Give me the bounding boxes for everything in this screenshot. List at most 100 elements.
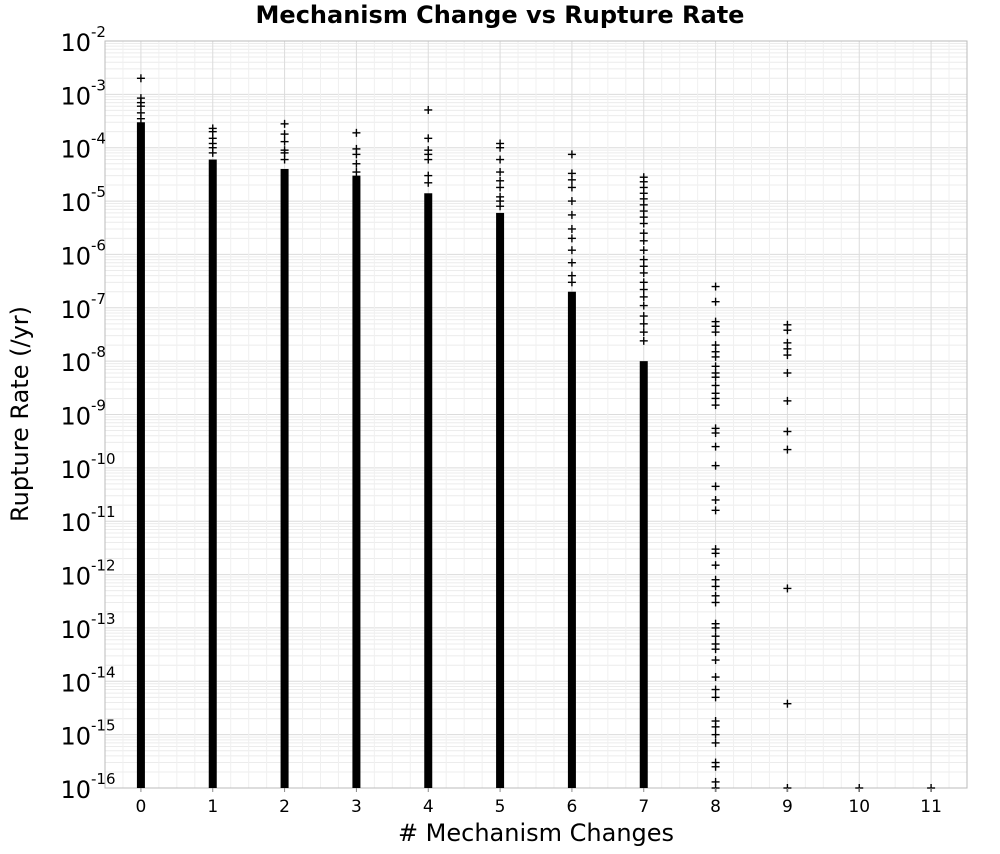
x-axis-label: # Mechanism Changes [398, 819, 674, 847]
data-point-marker [711, 762, 720, 771]
dense-data-column [136, 122, 145, 788]
data-point-marker [783, 584, 792, 593]
x-tick-label: 0 [136, 797, 147, 817]
data-point-marker [567, 246, 576, 255]
data-point-marker [711, 632, 720, 641]
data-point-marker [711, 722, 720, 731]
data-point-marker [280, 130, 289, 139]
x-tick-label: 1 [207, 797, 218, 817]
data-points [136, 74, 936, 792]
data-point-marker [496, 183, 505, 192]
data-point-marker [639, 246, 648, 255]
data-point-marker [711, 645, 720, 654]
data-point-marker [639, 336, 648, 345]
data-point-marker [783, 699, 792, 708]
y-tick-label: 10 [60, 82, 91, 110]
data-point-marker [136, 74, 145, 83]
data-point-marker [711, 297, 720, 306]
data-point-marker [783, 396, 792, 405]
data-point-marker [639, 319, 648, 328]
data-point-marker [567, 210, 576, 219]
data-point-marker [567, 258, 576, 267]
y-tick-exponent: -2 [91, 23, 106, 41]
data-point-marker [711, 685, 720, 694]
data-point-marker [711, 381, 720, 390]
data-point-marker [783, 326, 792, 335]
x-tick-label: 8 [710, 797, 721, 817]
data-point-marker [639, 312, 648, 321]
x-tick-label: 7 [638, 797, 649, 817]
x-tick-label: 3 [351, 797, 362, 817]
data-point-marker [352, 168, 361, 177]
data-point-marker [424, 105, 433, 114]
data-point-marker [639, 236, 648, 245]
x-tick-label: 6 [567, 797, 578, 817]
data-point-marker [639, 301, 648, 310]
y-tick-label: 10 [60, 242, 91, 270]
data-point-marker [424, 171, 433, 180]
y-tick-label: 10 [60, 136, 91, 164]
dense-data-column [424, 193, 433, 788]
plot-frame [104, 40, 968, 789]
y-tick-exponent: -9 [91, 397, 106, 415]
y-tick-label: 10 [60, 723, 91, 751]
data-point-marker [639, 268, 648, 277]
x-tick-label: 11 [920, 797, 942, 817]
x-tick-label: 5 [495, 797, 506, 817]
y-tick-label: 10 [60, 616, 91, 644]
dense-data-column [567, 291, 576, 788]
y-tick-exponent: -3 [91, 76, 106, 94]
y-tick-label: 10 [60, 509, 91, 537]
data-point-marker [711, 591, 720, 600]
y-tick-label: 10 [60, 189, 91, 217]
y-tick-label: 10 [60, 403, 91, 431]
y-tick-exponent: -5 [91, 183, 106, 201]
data-point-marker [496, 168, 505, 177]
data-point-marker [783, 351, 792, 360]
data-point-marker [711, 561, 720, 570]
data-point-marker [711, 373, 720, 382]
data-point-marker [496, 155, 505, 164]
dense-data-column [352, 175, 361, 789]
data-point-marker [567, 197, 576, 206]
dense-data-column [639, 361, 648, 788]
data-point-marker [639, 278, 648, 287]
data-point-marker [711, 623, 720, 632]
data-point-marker [280, 155, 289, 164]
y-tick-exponent: -15 [91, 717, 116, 735]
y-tick-label: 10 [60, 349, 91, 377]
dense-data-column [280, 168, 289, 788]
data-point-marker [424, 178, 433, 187]
data-point-marker [783, 368, 792, 377]
data-point-marker [711, 482, 720, 491]
data-point-marker [496, 202, 505, 211]
x-tick-label: 2 [279, 797, 290, 817]
data-point-marker [352, 128, 361, 137]
y-tick-exponent: -11 [91, 503, 116, 521]
dense-data-column [496, 212, 505, 789]
data-point-marker [783, 445, 792, 454]
data-point-marker [711, 506, 720, 515]
data-point-marker [711, 282, 720, 291]
x-tick-label: 9 [782, 797, 793, 817]
y-tick-exponent: -6 [91, 236, 106, 254]
data-point-marker [639, 285, 648, 294]
data-point-marker [567, 278, 576, 287]
data-point-marker [136, 114, 145, 123]
data-point-marker [567, 224, 576, 233]
y-tick-exponent: -16 [91, 770, 116, 788]
y-tick-label: 10 [60, 296, 91, 324]
data-point-marker [567, 150, 576, 159]
data-point-marker [352, 150, 361, 159]
data-point-marker [711, 495, 720, 504]
data-point-marker [711, 582, 720, 591]
x-tick-label: 4 [423, 797, 434, 817]
data-point-marker [567, 183, 576, 192]
data-point-marker [639, 219, 648, 228]
data-point-marker [424, 155, 433, 164]
y-tick-label: 10 [60, 29, 91, 57]
y-tick-label: 10 [60, 776, 91, 804]
data-point-marker [711, 352, 720, 361]
